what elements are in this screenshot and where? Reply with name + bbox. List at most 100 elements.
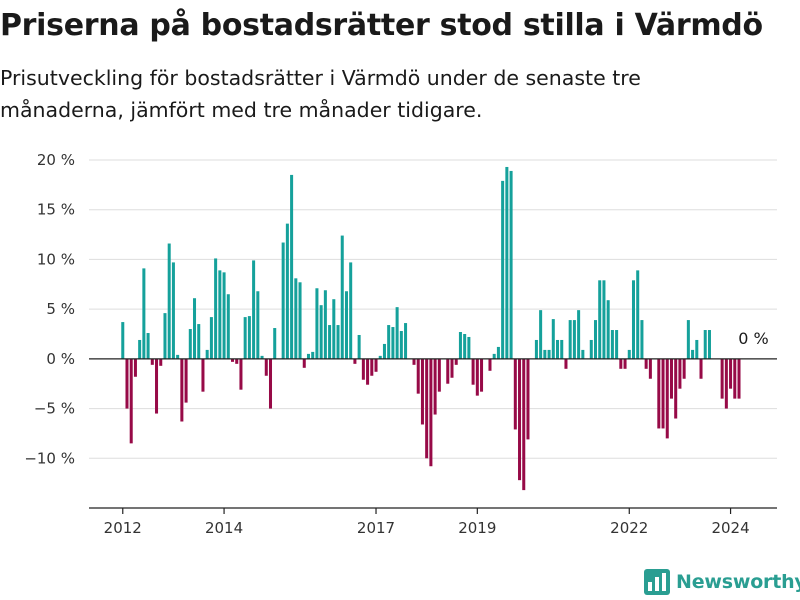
bar bbox=[661, 358, 665, 429]
bar bbox=[399, 331, 403, 359]
bar bbox=[669, 358, 673, 399]
bar bbox=[509, 170, 513, 359]
y-tick-label: 10 % bbox=[37, 250, 75, 268]
bar bbox=[733, 358, 737, 399]
bar-chart-logo-icon bbox=[644, 569, 670, 595]
bar bbox=[142, 268, 146, 359]
bar bbox=[412, 358, 416, 365]
bar bbox=[231, 358, 235, 362]
bar bbox=[539, 310, 543, 359]
bar bbox=[623, 358, 627, 369]
x-tick-label: 2014 bbox=[205, 519, 243, 537]
bar bbox=[568, 320, 572, 359]
bar bbox=[315, 288, 319, 359]
bar bbox=[724, 358, 728, 409]
bar bbox=[526, 358, 530, 440]
x-tick-label: 2019 bbox=[458, 519, 496, 537]
bar bbox=[125, 358, 129, 409]
bar bbox=[302, 358, 306, 368]
bar bbox=[425, 358, 429, 459]
bar bbox=[644, 358, 648, 369]
x-tick-label: 2024 bbox=[711, 519, 749, 537]
bar bbox=[218, 270, 222, 359]
bar bbox=[188, 329, 192, 359]
bar bbox=[268, 358, 273, 409]
grid-lines bbox=[89, 159, 777, 459]
bar bbox=[593, 320, 598, 359]
bar bbox=[290, 174, 294, 359]
bar bbox=[686, 320, 690, 359]
bar bbox=[340, 235, 344, 359]
logo-text: Newsworthy bbox=[676, 571, 800, 593]
bar bbox=[180, 358, 184, 422]
bar bbox=[159, 358, 163, 366]
bar bbox=[273, 328, 277, 359]
bar bbox=[298, 282, 302, 359]
bar bbox=[239, 358, 243, 390]
bar bbox=[556, 339, 560, 359]
bar bbox=[695, 339, 699, 359]
bar bbox=[138, 339, 142, 359]
bar bbox=[193, 298, 197, 359]
bar bbox=[416, 358, 420, 394]
bar bbox=[691, 349, 695, 359]
bar bbox=[463, 334, 467, 359]
bar bbox=[184, 358, 188, 403]
bar bbox=[344, 291, 348, 359]
bar bbox=[610, 330, 614, 359]
bar bbox=[146, 333, 150, 359]
bar bbox=[395, 307, 399, 359]
bar bbox=[615, 330, 619, 359]
bar bbox=[471, 358, 475, 385]
x-tick-label: 2012 bbox=[104, 519, 142, 537]
bar bbox=[636, 270, 640, 359]
bar bbox=[450, 358, 454, 378]
bar bbox=[328, 325, 332, 359]
bar bbox=[433, 358, 437, 415]
y-tick-label: 15 % bbox=[37, 201, 75, 219]
bar bbox=[437, 358, 441, 392]
bar bbox=[707, 330, 711, 359]
bar-series bbox=[121, 166, 741, 491]
bar bbox=[294, 278, 298, 359]
bar bbox=[420, 358, 424, 425]
y-tick-label: 5 % bbox=[46, 300, 75, 318]
bar bbox=[454, 358, 458, 365]
bar bbox=[260, 355, 264, 359]
bar bbox=[256, 291, 260, 359]
bar bbox=[619, 358, 623, 369]
bar bbox=[627, 349, 631, 359]
bar bbox=[480, 358, 484, 392]
bar bbox=[547, 349, 551, 359]
bar bbox=[133, 358, 137, 377]
bar bbox=[674, 358, 678, 419]
bar bbox=[374, 358, 378, 372]
bar bbox=[522, 358, 526, 491]
bar bbox=[235, 358, 239, 364]
bar bbox=[429, 358, 433, 467]
bar bbox=[560, 339, 564, 359]
bar bbox=[501, 180, 505, 359]
bar bbox=[171, 262, 175, 359]
bar bbox=[648, 358, 652, 379]
bar bbox=[387, 325, 391, 359]
bar bbox=[357, 334, 361, 359]
bar bbox=[606, 300, 610, 359]
bar bbox=[306, 353, 310, 359]
bar bbox=[564, 358, 568, 369]
bar bbox=[505, 166, 509, 359]
bar bbox=[699, 358, 703, 379]
y-tick-label: 0 % bbox=[46, 350, 75, 368]
bar bbox=[737, 358, 741, 399]
bar bbox=[378, 355, 382, 359]
bar bbox=[370, 358, 374, 376]
bar bbox=[729, 358, 733, 389]
bar bbox=[247, 316, 251, 359]
bar bbox=[543, 349, 547, 359]
bar bbox=[467, 336, 471, 359]
newsworthy-logo: Newsworthy bbox=[643, 568, 800, 596]
bar bbox=[703, 330, 707, 359]
bar bbox=[665, 358, 669, 439]
bar bbox=[598, 280, 602, 359]
